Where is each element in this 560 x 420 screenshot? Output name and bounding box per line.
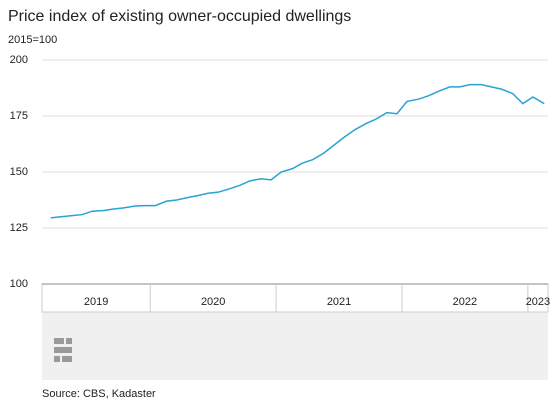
x-tick-label: 2022 <box>453 296 477 308</box>
y-tick-label: 125 <box>10 222 28 234</box>
y-tick-label: 200 <box>10 54 28 66</box>
y-tick-label: 100 <box>10 278 28 290</box>
y-tick-label: 150 <box>10 166 28 178</box>
line-series <box>50 83 545 219</box>
x-axis-band <box>41 283 549 313</box>
navigator-panel <box>42 312 548 380</box>
y-tick-label: 175 <box>10 110 28 122</box>
logo <box>54 338 72 362</box>
source: Source: CBS, Kadaster <box>42 388 156 400</box>
chart-subtitle: 2015=100 <box>8 34 57 46</box>
x-tick-label: 2019 <box>84 296 108 308</box>
x-tick-label: 2021 <box>327 296 351 308</box>
chart-title: Price index of existing owner-occupied d… <box>8 8 351 25</box>
x-tick-label: 2023 <box>526 296 550 308</box>
x-tick-label: 2020 <box>201 296 225 308</box>
